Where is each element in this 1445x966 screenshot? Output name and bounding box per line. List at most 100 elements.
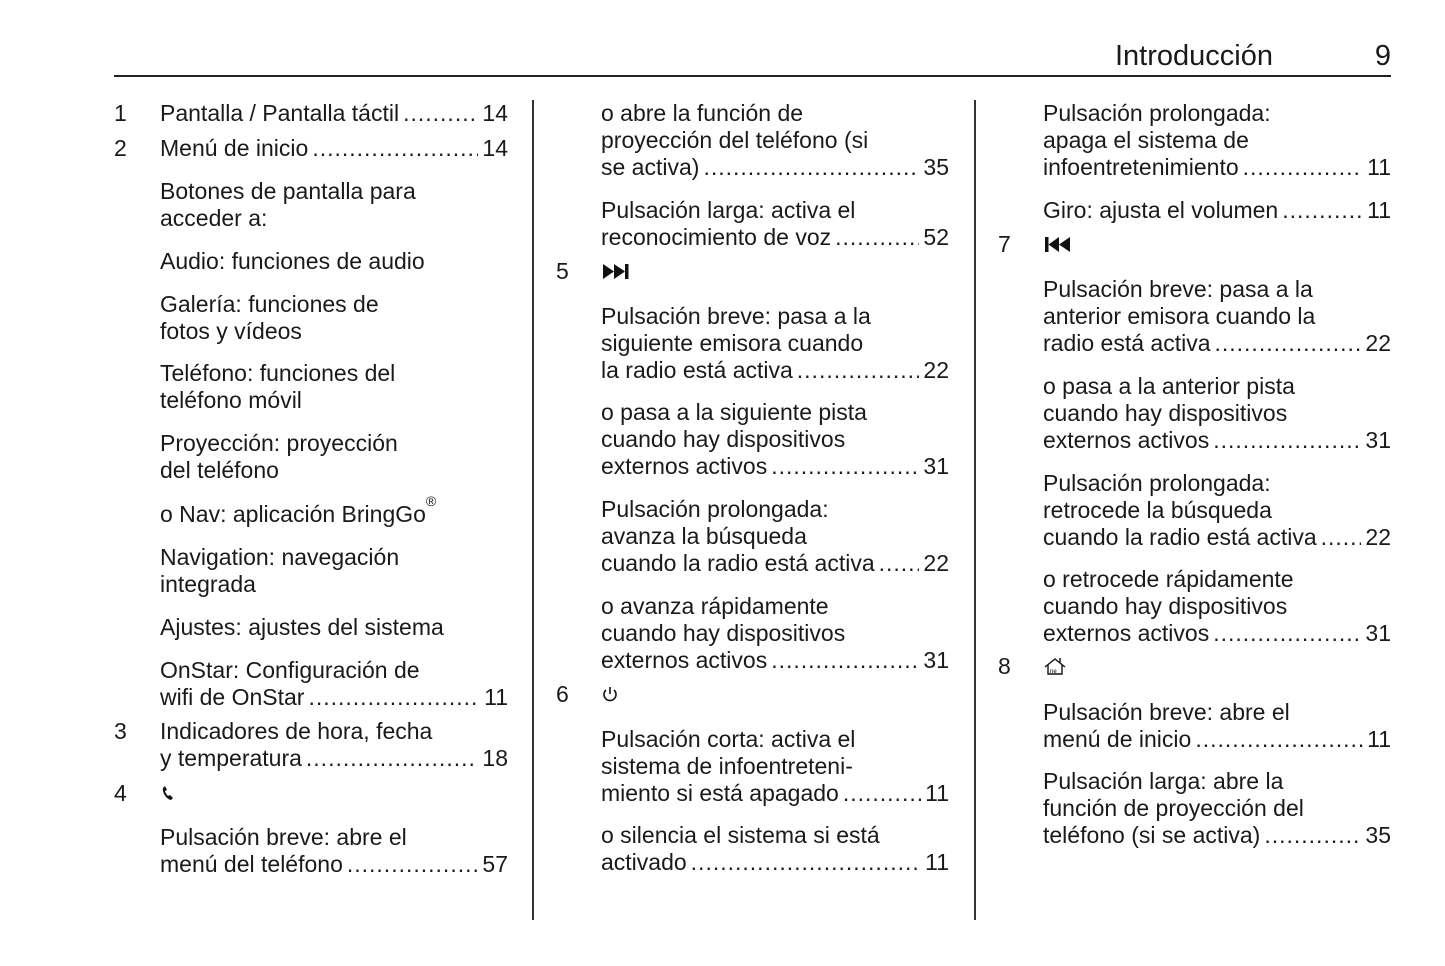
index-entry: Pulsación breve: abre el menú de inicio..… — [1043, 699, 1391, 753]
page-reference[interactable]: 11 — [1367, 154, 1391, 180]
index-entry: Navigation: navegación integrada — [160, 544, 508, 598]
index-entry: Ajustes: ajustes del sistema — [160, 614, 508, 641]
dot-leader: ........................................… — [1264, 822, 1361, 848]
entry-text: o silencia el sistema si está — [601, 822, 880, 848]
index-entry: Pantalla / Pantalla táctil..............… — [160, 100, 508, 127]
page-reference[interactable]: 31 — [1365, 620, 1391, 646]
skip-back-icon — [1043, 231, 1073, 258]
entry-text: avanza la búsqueda — [601, 523, 807, 549]
dot-leader: ........................................… — [796, 357, 920, 383]
entry-line: apaga el sistema de — [1043, 127, 1391, 154]
page-reference[interactable]: 11 — [484, 684, 508, 710]
page-reference[interactable]: 11 — [1367, 197, 1391, 223]
index-entry: Menú de inicio..........................… — [160, 135, 508, 162]
entry-text: cuando hay dispositivos — [1043, 400, 1288, 426]
page-reference[interactable]: 22 — [923, 550, 949, 576]
entry-line: cuando hay dispositivos — [601, 620, 949, 647]
entry-text: menú de inicio — [1043, 726, 1192, 752]
entry-line: Galería: funciones de — [160, 291, 508, 318]
entry-line: la radio está activa....................… — [601, 357, 949, 384]
dot-leader: ........................................… — [1213, 620, 1362, 646]
entry-line: Pantalla / Pantalla táctil..............… — [160, 100, 508, 127]
dot-leader: ........................................… — [1214, 330, 1362, 356]
entry-text: miento si está apagado — [601, 780, 839, 806]
entry-line: externos activos........................… — [1043, 620, 1391, 647]
index-entry: Audio: funciones de audio — [160, 248, 508, 275]
page-reference[interactable]: 14 — [482, 135, 508, 161]
entry-line: OnStar: Configuración de — [160, 657, 508, 684]
entry-line: o avanza rápidamente — [601, 593, 949, 620]
entry-text: activado — [601, 849, 687, 875]
item-number: 5 — [556, 258, 569, 284]
entry-text: fotos y vídeos — [160, 318, 302, 344]
entry-line: función de proyección del — [1043, 795, 1391, 822]
page-reference[interactable]: 22 — [923, 357, 949, 383]
entry-line: Botones de pantalla para — [160, 178, 508, 205]
entry-line: fotos y vídeos — [160, 318, 508, 345]
phone-icon — [160, 780, 176, 807]
page-reference[interactable]: 52 — [923, 224, 949, 250]
entry-text: cuando hay dispositivos — [601, 426, 846, 452]
index-entry — [1043, 231, 1391, 264]
entry-line: Ajustes: ajustes del sistema — [160, 614, 508, 641]
page-reference[interactable]: 57 — [482, 851, 508, 877]
page-reference[interactable]: 31 — [1365, 427, 1391, 453]
entry-text: externos activos — [601, 647, 768, 673]
entry-text: se activa) — [601, 154, 700, 180]
index-entry: Pulsación breve: abre el menú del teléfon… — [160, 824, 508, 878]
page-reference[interactable]: 11 — [925, 780, 949, 806]
index-entry: Pulsación larga: abre la función de proye… — [1043, 768, 1391, 849]
dot-leader: ........................................… — [403, 100, 478, 126]
entry-text: cuando la radio está activa — [601, 550, 875, 576]
dot-leader: ........................................… — [1213, 427, 1362, 453]
page-reference[interactable]: 31 — [923, 647, 949, 673]
entry-line: cuando hay dispositivos — [1043, 593, 1391, 620]
section-title: Introducción — [1115, 40, 1273, 72]
entry-line: Pulsación breve: pasa a la — [1043, 276, 1391, 303]
entry-line: cuando la radio está activa.............… — [1043, 524, 1391, 551]
entry-line: o retrocede rápidamente — [1043, 566, 1391, 593]
dot-leader: ........................................… — [1195, 726, 1363, 752]
entry-line: miento si está apagado..................… — [601, 780, 949, 807]
entry-line: activado................................… — [601, 849, 949, 876]
index-entry: Galería: funciones de fotos y vídeos — [160, 291, 508, 345]
entry-text: Pulsación breve: abre el — [160, 824, 407, 850]
page-reference[interactable]: 18 — [482, 745, 508, 771]
page-reference[interactable]: 35 — [1365, 822, 1391, 848]
entry-text: radio está activa — [1043, 330, 1211, 356]
entry-line: Pulsación breve: abre el — [160, 824, 508, 851]
entry-text: Botones de pantalla para — [160, 178, 416, 204]
entry-line: y temperatura...........................… — [160, 745, 508, 772]
entry-text: anterior emisora cuando la — [1043, 303, 1316, 329]
entry-text: integrada — [160, 571, 256, 597]
index-entry — [601, 258, 949, 291]
entry-line: infoentretenimiento.....................… — [1043, 154, 1391, 181]
page-reference[interactable]: 14 — [482, 100, 508, 126]
page-reference[interactable]: 22 — [1365, 524, 1391, 550]
entry-line: Pulsación larga: abre la — [1043, 768, 1391, 795]
dot-leader: ........................................… — [1320, 524, 1362, 550]
entry-line: o abre la función de — [601, 100, 949, 127]
entry-line: o Nav: aplicación BringGo ® — [160, 494, 508, 528]
page-reference[interactable]: 22 — [1365, 330, 1391, 356]
page-reference[interactable]: 11 — [1367, 726, 1391, 752]
item-number: 7 — [998, 231, 1011, 257]
entry-text: reconocimiento de voz — [601, 224, 832, 250]
entry-text: cuando hay dispositivos — [601, 620, 846, 646]
index-entry — [601, 681, 949, 714]
entry-line: se activa)..............................… — [601, 154, 949, 181]
dot-leader: ........................................… — [346, 851, 479, 877]
entry-text: o retrocede rápidamente — [1043, 566, 1294, 592]
entry-text: Menú de inicio — [160, 135, 309, 161]
page-reference[interactable]: 35 — [923, 154, 949, 180]
entry-text: Navigation: navegación — [160, 544, 400, 570]
header-rule — [114, 75, 1391, 77]
entry-text: Pulsación larga: abre la — [1043, 768, 1284, 794]
page-reference[interactable]: 31 — [923, 453, 949, 479]
index-entry: o abre la función de proyección del teléf… — [601, 100, 949, 181]
entry-line: cuando hay dispositivos — [1043, 400, 1391, 427]
entry-line: o pasa a la anterior pista — [1043, 373, 1391, 400]
item-number: 4 — [114, 780, 127, 806]
page-reference[interactable]: 11 — [925, 849, 949, 875]
entry-text: función de proyección del — [1043, 795, 1304, 821]
